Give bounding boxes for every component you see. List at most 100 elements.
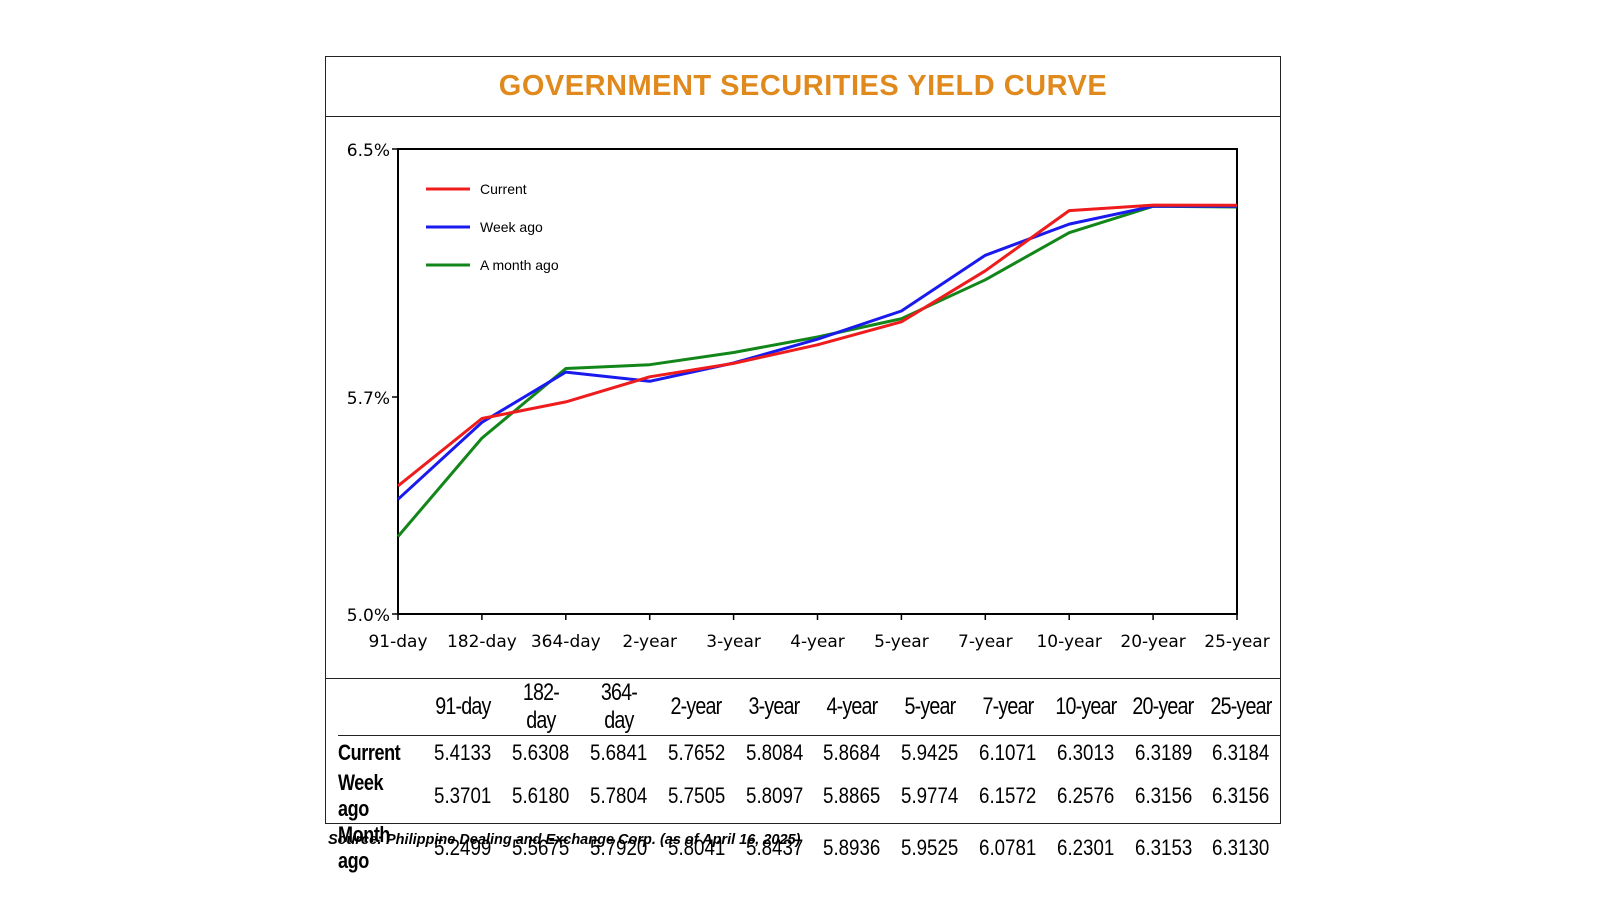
- x-tick-label: 4-year: [790, 632, 845, 652]
- table-row: Month ago 5.2499 5.5675 5.7920 5.8041 5.8437 5…: [338, 822, 1280, 874]
- chart-title: GOVERNMENT SECURITIES YIELD CURVE: [498, 70, 1108, 102]
- table-header-cell: 182-day: [508, 679, 573, 736]
- cell-value: 5.8437: [745, 835, 803, 860]
- table-cell: 6.1572: [969, 770, 1047, 822]
- table-cell: 5.7652: [657, 736, 735, 771]
- cell-value: 6.3130: [1212, 835, 1270, 860]
- cell-value: 6.3184: [1212, 740, 1270, 765]
- cell-value: 5.3701: [434, 783, 492, 808]
- y-tick-label: 5.7%: [347, 389, 390, 409]
- table-cell: 5.8041: [657, 822, 735, 874]
- cell-value: 5.8084: [745, 740, 803, 765]
- table-cell: 6.3156: [1202, 770, 1280, 822]
- cell-value: 5.6308: [512, 740, 570, 765]
- cell-value: 6.3153: [1134, 835, 1192, 860]
- x-tick-label: 20-year: [1120, 632, 1185, 652]
- cell-value: 6.3156: [1134, 783, 1192, 808]
- table-cell: 5.4133: [424, 736, 502, 771]
- x-tick-label: 364-day: [531, 632, 601, 652]
- series-line-current: [397, 203, 1238, 488]
- cell-value: 5.8865: [823, 783, 881, 808]
- table-cell: 6.3189: [1124, 736, 1202, 771]
- table-header-cell: 5-year: [897, 679, 962, 736]
- cell-value: 5.8684: [823, 740, 881, 765]
- table-cell: 5.8084: [735, 736, 813, 771]
- table-cell: 5.8437: [735, 822, 813, 874]
- table-cell: 6.2576: [1047, 770, 1125, 822]
- x-tick-label: 10-year: [1036, 632, 1101, 652]
- table-header-cell: 3-year: [742, 679, 807, 736]
- y-tick-label: 6.5%: [347, 141, 390, 161]
- table-cell: 5.2499: [424, 822, 502, 874]
- yield-table: 91-day 182-day 364-day 2-year 3-year 4-year 5-…: [338, 679, 1280, 874]
- x-tick-label: 7-year: [958, 632, 1013, 652]
- table-header-cell: 4-year: [820, 679, 884, 736]
- table-cell: 6.3130: [1202, 822, 1280, 874]
- table-row-label: Week ago: [338, 770, 424, 822]
- row-label-text: Month ago: [338, 822, 391, 873]
- cell-value: 5.7505: [667, 783, 725, 808]
- table-cell: 5.9774: [891, 770, 969, 822]
- table-cell: 5.9525: [891, 822, 969, 874]
- table-header-cell: 7-year: [975, 679, 1040, 736]
- cell-value: 6.2301: [1056, 835, 1114, 860]
- x-tick-label: 91-day: [368, 632, 427, 652]
- table-header-cell: 20-year: [1131, 679, 1196, 736]
- legend-label: A month ago: [480, 257, 559, 273]
- cell-value: 5.7804: [589, 783, 648, 808]
- table-header-cell: 25-year: [1209, 679, 1273, 736]
- legend-label: Week ago: [480, 219, 543, 235]
- cell-value: 6.1572: [978, 783, 1037, 808]
- table-cell: 5.6180: [502, 770, 580, 822]
- table-header-row: 91-day 182-day 364-day 2-year 3-year 4-year 5-…: [338, 679, 1280, 736]
- table-cell: 5.6841: [580, 736, 658, 771]
- table-cell: 5.5675: [502, 822, 580, 874]
- cell-value: 6.0781: [978, 835, 1037, 860]
- table-header-cell: 91-day: [431, 679, 495, 736]
- table-cell: 6.2301: [1047, 822, 1125, 874]
- source-note: Source: Philippine Dealing and Exchange …: [328, 832, 801, 848]
- table-cell: 5.7804: [580, 770, 658, 822]
- cell-value: 5.6180: [512, 783, 570, 808]
- yield-curve-chart: 91-day 182-day 364-day 2-year 3-year 4-year 5-…: [347, 141, 1270, 652]
- table-row: Current 5.4133 5.6308 5.6841 5.7652 5.8084 5.8…: [338, 736, 1280, 771]
- row-label-text: Current: [338, 740, 401, 765]
- y-tick-label: 5.0%: [347, 606, 390, 626]
- table-cell: 5.8097: [735, 770, 813, 822]
- table-cell: 5.7505: [657, 770, 735, 822]
- cell-value: 5.5675: [512, 835, 570, 860]
- cell-value: 6.3013: [1056, 740, 1114, 765]
- table-cell: 6.3184: [1202, 736, 1280, 771]
- table-cell: 6.3013: [1047, 736, 1125, 771]
- table-row: Week ago 5.3701 5.6180 5.7804 5.7505 5.8097 5.…: [338, 770, 1280, 822]
- table-cell: 5.7920: [580, 822, 658, 874]
- table-cell: 5.8684: [813, 736, 891, 771]
- table-cell: 5.8936: [813, 822, 891, 874]
- cell-value: 5.8097: [745, 783, 803, 808]
- table-row-label: Month ago: [338, 822, 424, 874]
- table-cell: 6.1071: [969, 736, 1047, 771]
- title-bar: GOVERNMENT SECURITIES YIELD CURVE: [326, 57, 1280, 117]
- x-tick-label: 182-day: [447, 632, 517, 652]
- cell-value: 6.2576: [1056, 783, 1114, 808]
- table-corner: [345, 679, 417, 736]
- cell-value: 5.7920: [589, 835, 648, 860]
- legend-label: Current: [480, 181, 527, 197]
- table-header-cell: 364-day: [586, 679, 651, 736]
- cell-value: 6.3156: [1212, 783, 1270, 808]
- table-header-cell: 10-year: [1053, 679, 1118, 736]
- x-tick-label: 25-year: [1204, 632, 1269, 652]
- table-cell: 6.0781: [969, 822, 1047, 874]
- chart-frame: GOVERNMENT SECURITIES YIELD CURVE 91-day…: [325, 56, 1281, 873]
- cell-value: 5.9425: [901, 740, 959, 765]
- series-line-a-month-ago: [396, 204, 1238, 538]
- x-tick-label: 3-year: [706, 632, 761, 652]
- cell-value: 5.7652: [667, 740, 725, 765]
- table-cell: 5.8865: [813, 770, 891, 822]
- x-tick-label: 2-year: [622, 632, 677, 652]
- table-cell: 6.3156: [1124, 770, 1202, 822]
- table-cell: 6.3153: [1124, 822, 1202, 874]
- cell-value: 5.8936: [823, 835, 881, 860]
- cell-value: 5.9774: [901, 783, 959, 808]
- row-label-text: Week ago: [338, 770, 384, 821]
